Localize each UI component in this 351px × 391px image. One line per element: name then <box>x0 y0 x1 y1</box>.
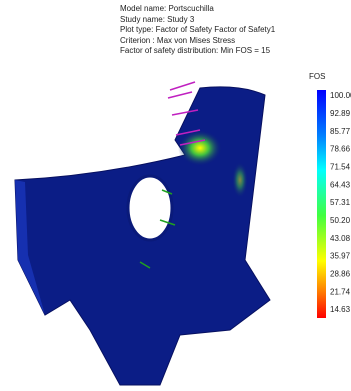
hole <box>128 176 172 240</box>
legend-tick-label: 14.63 <box>330 305 351 314</box>
legend-tick-label: 43.08 <box>330 234 351 243</box>
color-bar <box>317 90 326 318</box>
legend-tick-label: 28.86 <box>330 269 351 278</box>
legend-title: FOS <box>309 72 325 81</box>
header-line: Study name: Study 3 <box>120 15 275 26</box>
legend-tick-label: 21.74 <box>330 287 351 296</box>
legend-tick-label: 100.00 <box>330 91 351 100</box>
legend-tick-label: 71.54 <box>330 162 351 171</box>
legend-tick-label: 57.31 <box>330 198 351 207</box>
header-line: Plot type: Factor of Safety Factor of Sa… <box>120 25 275 36</box>
legend-tick-label: 78.66 <box>330 145 351 154</box>
viewport: 100.00 92.89 85.77 78.66 71.54 64.43 57.31 50.2… <box>0 0 351 391</box>
legend-tick-label: 64.43 <box>330 180 351 189</box>
screen: {"header": {"lines": ["Model name: Ports… <box>0 0 351 391</box>
header-line: Model name: Portscuchilla <box>120 4 275 15</box>
legend-tick-label: 35.97 <box>330 252 351 261</box>
legend-tick-label: 92.89 <box>330 109 351 118</box>
header-line: Criterion : Max von Mises Stress <box>120 36 275 47</box>
legend-tick-label: 50.20 <box>330 216 351 225</box>
hotspot <box>178 130 222 166</box>
legend-tick-label: 85.77 <box>330 127 351 136</box>
hotspot <box>232 162 248 198</box>
header-line: Factor of safety distribution: Min FOS =… <box>120 46 275 57</box>
